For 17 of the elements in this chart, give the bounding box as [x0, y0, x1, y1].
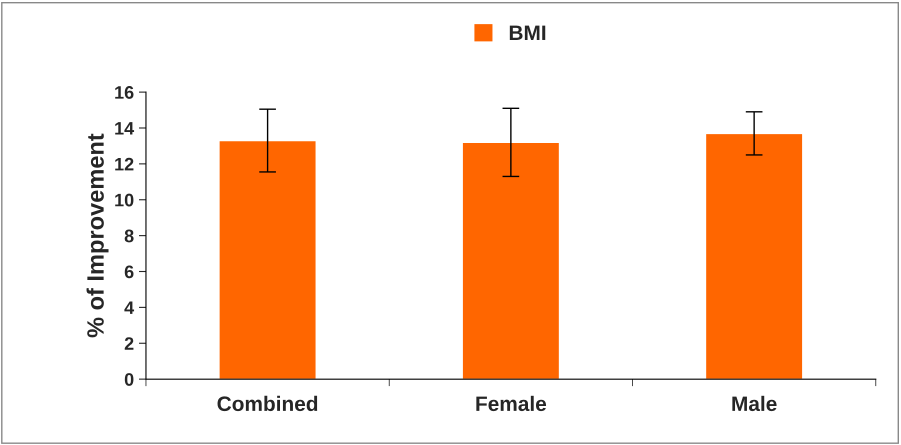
- y-tick-label: 6: [124, 265, 134, 278]
- y-tick-label: 14: [115, 122, 134, 135]
- y-tick-label: 2: [124, 337, 134, 350]
- y-axis-title: % of Improvement: [86, 134, 109, 338]
- bar: [218, 140, 317, 380]
- y-tick-label: 10: [115, 194, 134, 206]
- legend-label: BMI: [510, 26, 546, 40]
- y-tick-label: 8: [124, 230, 134, 242]
- bar: [462, 142, 560, 380]
- y-tick-label: 4: [124, 302, 134, 314]
- x-tick-label: Female: [476, 396, 546, 412]
- x-tick-label: Male: [732, 396, 777, 412]
- y-tick-label: 0: [124, 373, 134, 386]
- x-tick-label: Combined: [218, 396, 318, 412]
- y-tick-label: 12: [115, 158, 134, 170]
- bar: [704, 132, 804, 380]
- y-tick-label: 16: [115, 86, 134, 99]
